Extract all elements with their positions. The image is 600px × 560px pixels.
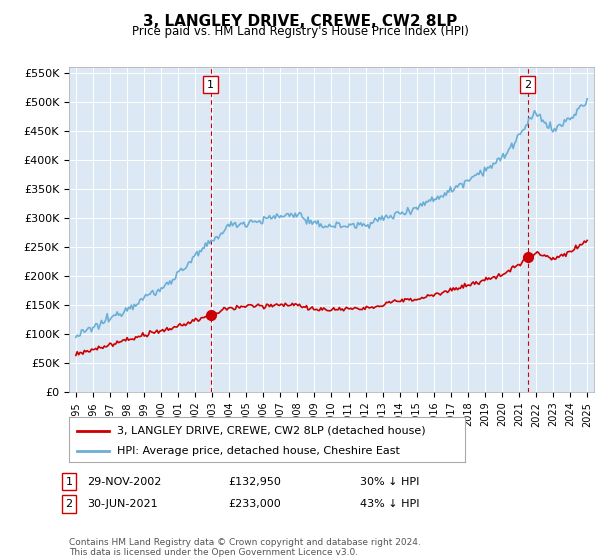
Text: 2: 2 (65, 499, 73, 509)
Text: 3, LANGLEY DRIVE, CREWE, CW2 8LP: 3, LANGLEY DRIVE, CREWE, CW2 8LP (143, 14, 457, 29)
Text: 2: 2 (524, 80, 531, 90)
Text: 1: 1 (65, 477, 73, 487)
Text: 3, LANGLEY DRIVE, CREWE, CW2 8LP (detached house): 3, LANGLEY DRIVE, CREWE, CW2 8LP (detach… (116, 426, 425, 436)
Text: £132,950: £132,950 (228, 477, 281, 487)
Text: 30-JUN-2021: 30-JUN-2021 (87, 499, 158, 509)
Text: HPI: Average price, detached house, Cheshire East: HPI: Average price, detached house, Ches… (116, 446, 400, 456)
Text: Contains HM Land Registry data © Crown copyright and database right 2024.
This d: Contains HM Land Registry data © Crown c… (69, 538, 421, 557)
Text: 29-NOV-2002: 29-NOV-2002 (87, 477, 161, 487)
Text: 43% ↓ HPI: 43% ↓ HPI (360, 499, 419, 509)
Text: Price paid vs. HM Land Registry's House Price Index (HPI): Price paid vs. HM Land Registry's House … (131, 25, 469, 38)
Text: £233,000: £233,000 (228, 499, 281, 509)
Text: 1: 1 (207, 80, 214, 90)
Text: 30% ↓ HPI: 30% ↓ HPI (360, 477, 419, 487)
